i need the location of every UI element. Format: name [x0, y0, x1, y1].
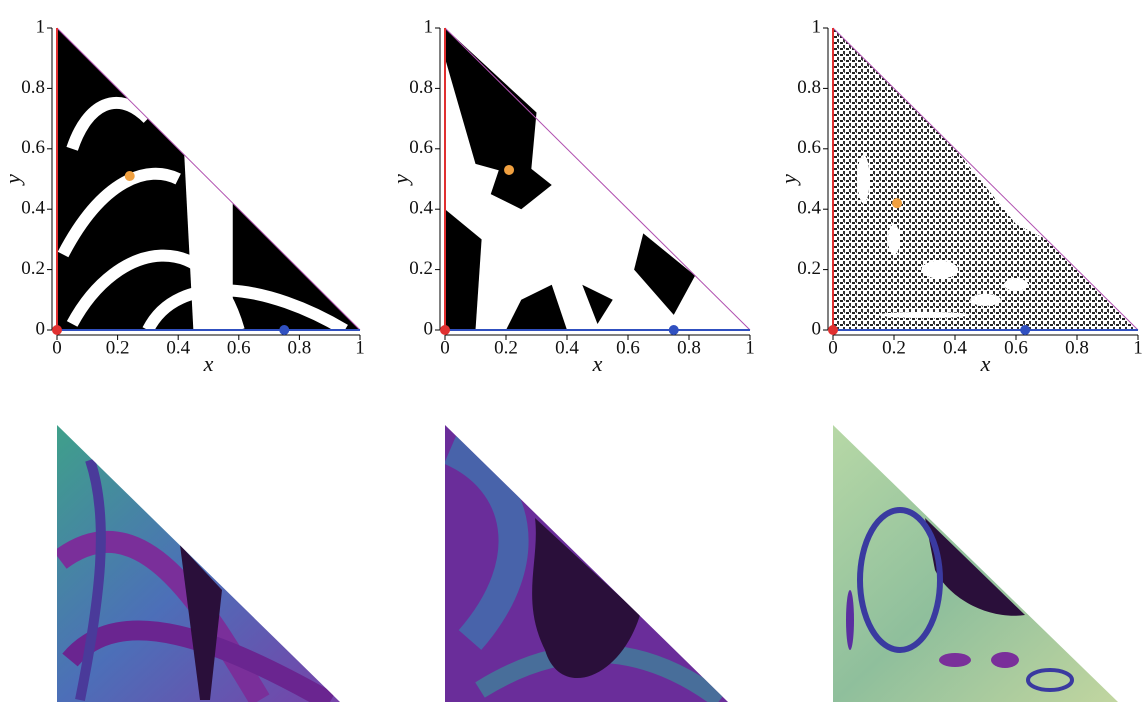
x-tick-label: 0.2 — [494, 337, 518, 358]
panel: 0 0.2 0.4 0.6 0.8 1 0 0.2 0.4 0.6 0.8 1 x y — [388, 16, 755, 376]
x-tick-label: 0.4 — [166, 337, 190, 358]
point — [124, 170, 135, 181]
x-tick-label: 0.8 — [1065, 337, 1089, 358]
basin-gap — [184, 154, 233, 330]
y-tick-label: 0.6 — [409, 137, 433, 158]
point — [279, 325, 290, 335]
y-tick-label: 0.4 — [409, 198, 433, 219]
point — [52, 325, 62, 335]
x-tick-label: 0.2 — [882, 337, 906, 358]
y-tick-label: 0.4 — [797, 198, 821, 219]
x-tick-label: 0.8 — [677, 337, 701, 358]
hypotenuse — [56, 27, 361, 331]
y-tick-label: 0.2 — [21, 258, 45, 279]
point — [504, 164, 515, 175]
x-tick-label: 1 — [745, 337, 755, 358]
panel: 0 0.2 0.4 0.6 0.8 1 0 0.2 0.4 0.6 0.8 1 x y — [0, 16, 365, 376]
hypotenuse — [832, 27, 1139, 331]
x-tick-label: 0.8 — [288, 337, 312, 358]
x-tick-label: 0.6 — [227, 337, 251, 358]
y-tick-label: 0.8 — [409, 77, 433, 98]
y-tick-label: 0.2 — [797, 258, 821, 279]
x-axis-label: x — [203, 351, 214, 376]
y-tick-label: 0.8 — [21, 77, 45, 98]
x-tick-label: 0.4 — [943, 337, 967, 358]
x-axis-label: x — [592, 351, 603, 376]
basin-stripe — [57, 167, 181, 258]
y-tick-label: 0.8 — [797, 77, 821, 98]
x-tick-label: 0.6 — [1004, 337, 1028, 358]
basin-patch — [445, 28, 537, 179]
y-tick-label: 0.6 — [797, 137, 821, 158]
y-tick-label: 0 — [36, 318, 46, 339]
y-axis-label: y — [0, 174, 25, 186]
point — [1020, 325, 1031, 335]
x-tick-label: 1 — [1133, 337, 1143, 358]
y-tick-label: 0 — [812, 318, 822, 339]
hypotenuse — [444, 27, 751, 331]
y-tick-label: 0.6 — [21, 137, 45, 158]
point — [440, 325, 450, 335]
basin-image — [833, 425, 1118, 702]
point — [828, 325, 838, 335]
island — [970, 293, 1001, 306]
point — [892, 198, 903, 209]
basin-patch — [506, 284, 567, 330]
island — [887, 224, 901, 255]
x-tick-label: 0.4 — [555, 337, 579, 358]
island — [857, 154, 870, 204]
basin-patch — [582, 284, 613, 324]
x-tick-label: 0.2 — [106, 337, 130, 358]
basin-patch — [445, 209, 482, 330]
basin-image — [445, 425, 728, 702]
point — [668, 325, 679, 335]
island — [878, 311, 971, 318]
y-axis-label: y — [776, 174, 801, 186]
y-tick-label: 0.2 — [409, 258, 433, 279]
basin-image — [57, 425, 340, 702]
basin-stripe — [66, 96, 153, 151]
x-tick-label: 0 — [52, 337, 62, 358]
x-tick-label: 0.6 — [616, 337, 640, 358]
y-tick-label: 0 — [424, 318, 434, 339]
y-tick-label: 0.4 — [21, 198, 45, 219]
island — [921, 260, 959, 279]
x-tick-label: 1 — [355, 337, 365, 358]
x-tick-label: 0 — [828, 337, 838, 358]
y-tick-label: 1 — [812, 16, 822, 37]
panel: 0 0.2 0.4 0.6 0.8 1 0 0.2 0.4 0.6 0.8 1 x y — [776, 16, 1143, 376]
y-tick-label: 1 — [424, 16, 434, 37]
x-axis-label: x — [980, 351, 991, 376]
x-tick-label: 0 — [440, 337, 450, 358]
y-axis-label: y — [388, 174, 413, 186]
island — [1003, 278, 1029, 291]
y-tick-label: 1 — [36, 16, 46, 37]
basin-patch — [634, 233, 696, 315]
basin-patch — [490, 148, 552, 210]
